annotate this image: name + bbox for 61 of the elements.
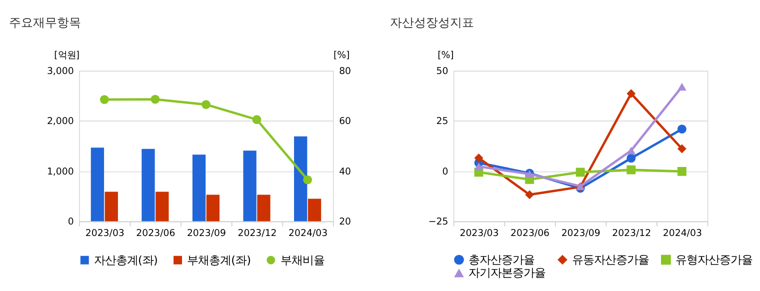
bar — [308, 198, 322, 222]
bar — [90, 148, 104, 222]
point — [252, 115, 262, 124]
point — [202, 100, 210, 110]
x-tick-label: 2023/12 — [238, 228, 277, 239]
bar — [294, 136, 308, 222]
y-tick-label: 25 — [436, 116, 448, 128]
y-axis-title: [%] — [438, 50, 454, 61]
x-tick-label: 2023/03 — [85, 228, 124, 239]
x-tick-label: 2023/06 — [136, 228, 176, 239]
legend-label: 부채총계(좌) — [187, 254, 251, 267]
chart-title: 주요재무항목 — [8, 15, 81, 30]
legend-label: 총자산증가율 — [468, 254, 534, 267]
point — [474, 162, 484, 170]
bar — [192, 154, 206, 222]
y-tick-label: 3,000 — [46, 66, 74, 77]
y-tick-label: 50 — [436, 66, 448, 77]
x-tick-label: 2023/09 — [186, 228, 226, 239]
point — [576, 168, 585, 177]
x-tick-label: 2023/12 — [612, 228, 652, 239]
point — [677, 166, 686, 176]
point — [474, 154, 484, 162]
x-tick-label: 2023/09 — [561, 228, 600, 239]
point — [626, 146, 636, 154]
point — [677, 144, 686, 154]
y-tick-label: 0 — [442, 166, 448, 178]
x-tick-label: 2024/03 — [288, 228, 328, 239]
y-tick-label: 0 — [68, 216, 74, 228]
legend-label: 자기자본증가율 — [468, 266, 546, 280]
y2-tick-label: 40 — [339, 166, 352, 178]
legend-label: 부채비율 — [280, 254, 324, 267]
y2-axis-title: [%] — [333, 50, 350, 61]
point — [303, 175, 312, 184]
bar — [104, 192, 118, 222]
point — [100, 95, 109, 104]
y-axis-title: [억원] — [54, 50, 80, 61]
y-tick-label: 1,000 — [46, 166, 74, 178]
y2-tick-label: 80 — [339, 66, 352, 77]
y2-tick-label: 60 — [339, 116, 352, 128]
x-tick-label: 2023/06 — [510, 228, 550, 239]
legend-label: 유형자산증가율 — [675, 254, 752, 267]
bar — [156, 192, 169, 222]
point — [626, 89, 636, 98]
bar — [257, 194, 270, 222]
point — [677, 82, 686, 91]
bar — [206, 194, 220, 222]
chart-title: 자산성장성지표 — [390, 15, 474, 30]
legend-label: 자산총계(좌) — [94, 254, 158, 267]
y-tick-label: −25 — [428, 216, 448, 228]
y2-tick-label: 20 — [339, 216, 352, 228]
y-tick-label: 2,000 — [46, 116, 74, 128]
point — [626, 165, 636, 174]
bar — [142, 148, 155, 222]
point — [626, 154, 636, 163]
x-tick-label: 2023/03 — [460, 228, 499, 239]
point — [150, 94, 160, 104]
point — [677, 124, 686, 134]
point — [525, 190, 534, 200]
bar — [243, 150, 256, 222]
legend-label: 유동자산증가율 — [572, 254, 649, 267]
x-tick-label: 2024/03 — [662, 228, 702, 239]
